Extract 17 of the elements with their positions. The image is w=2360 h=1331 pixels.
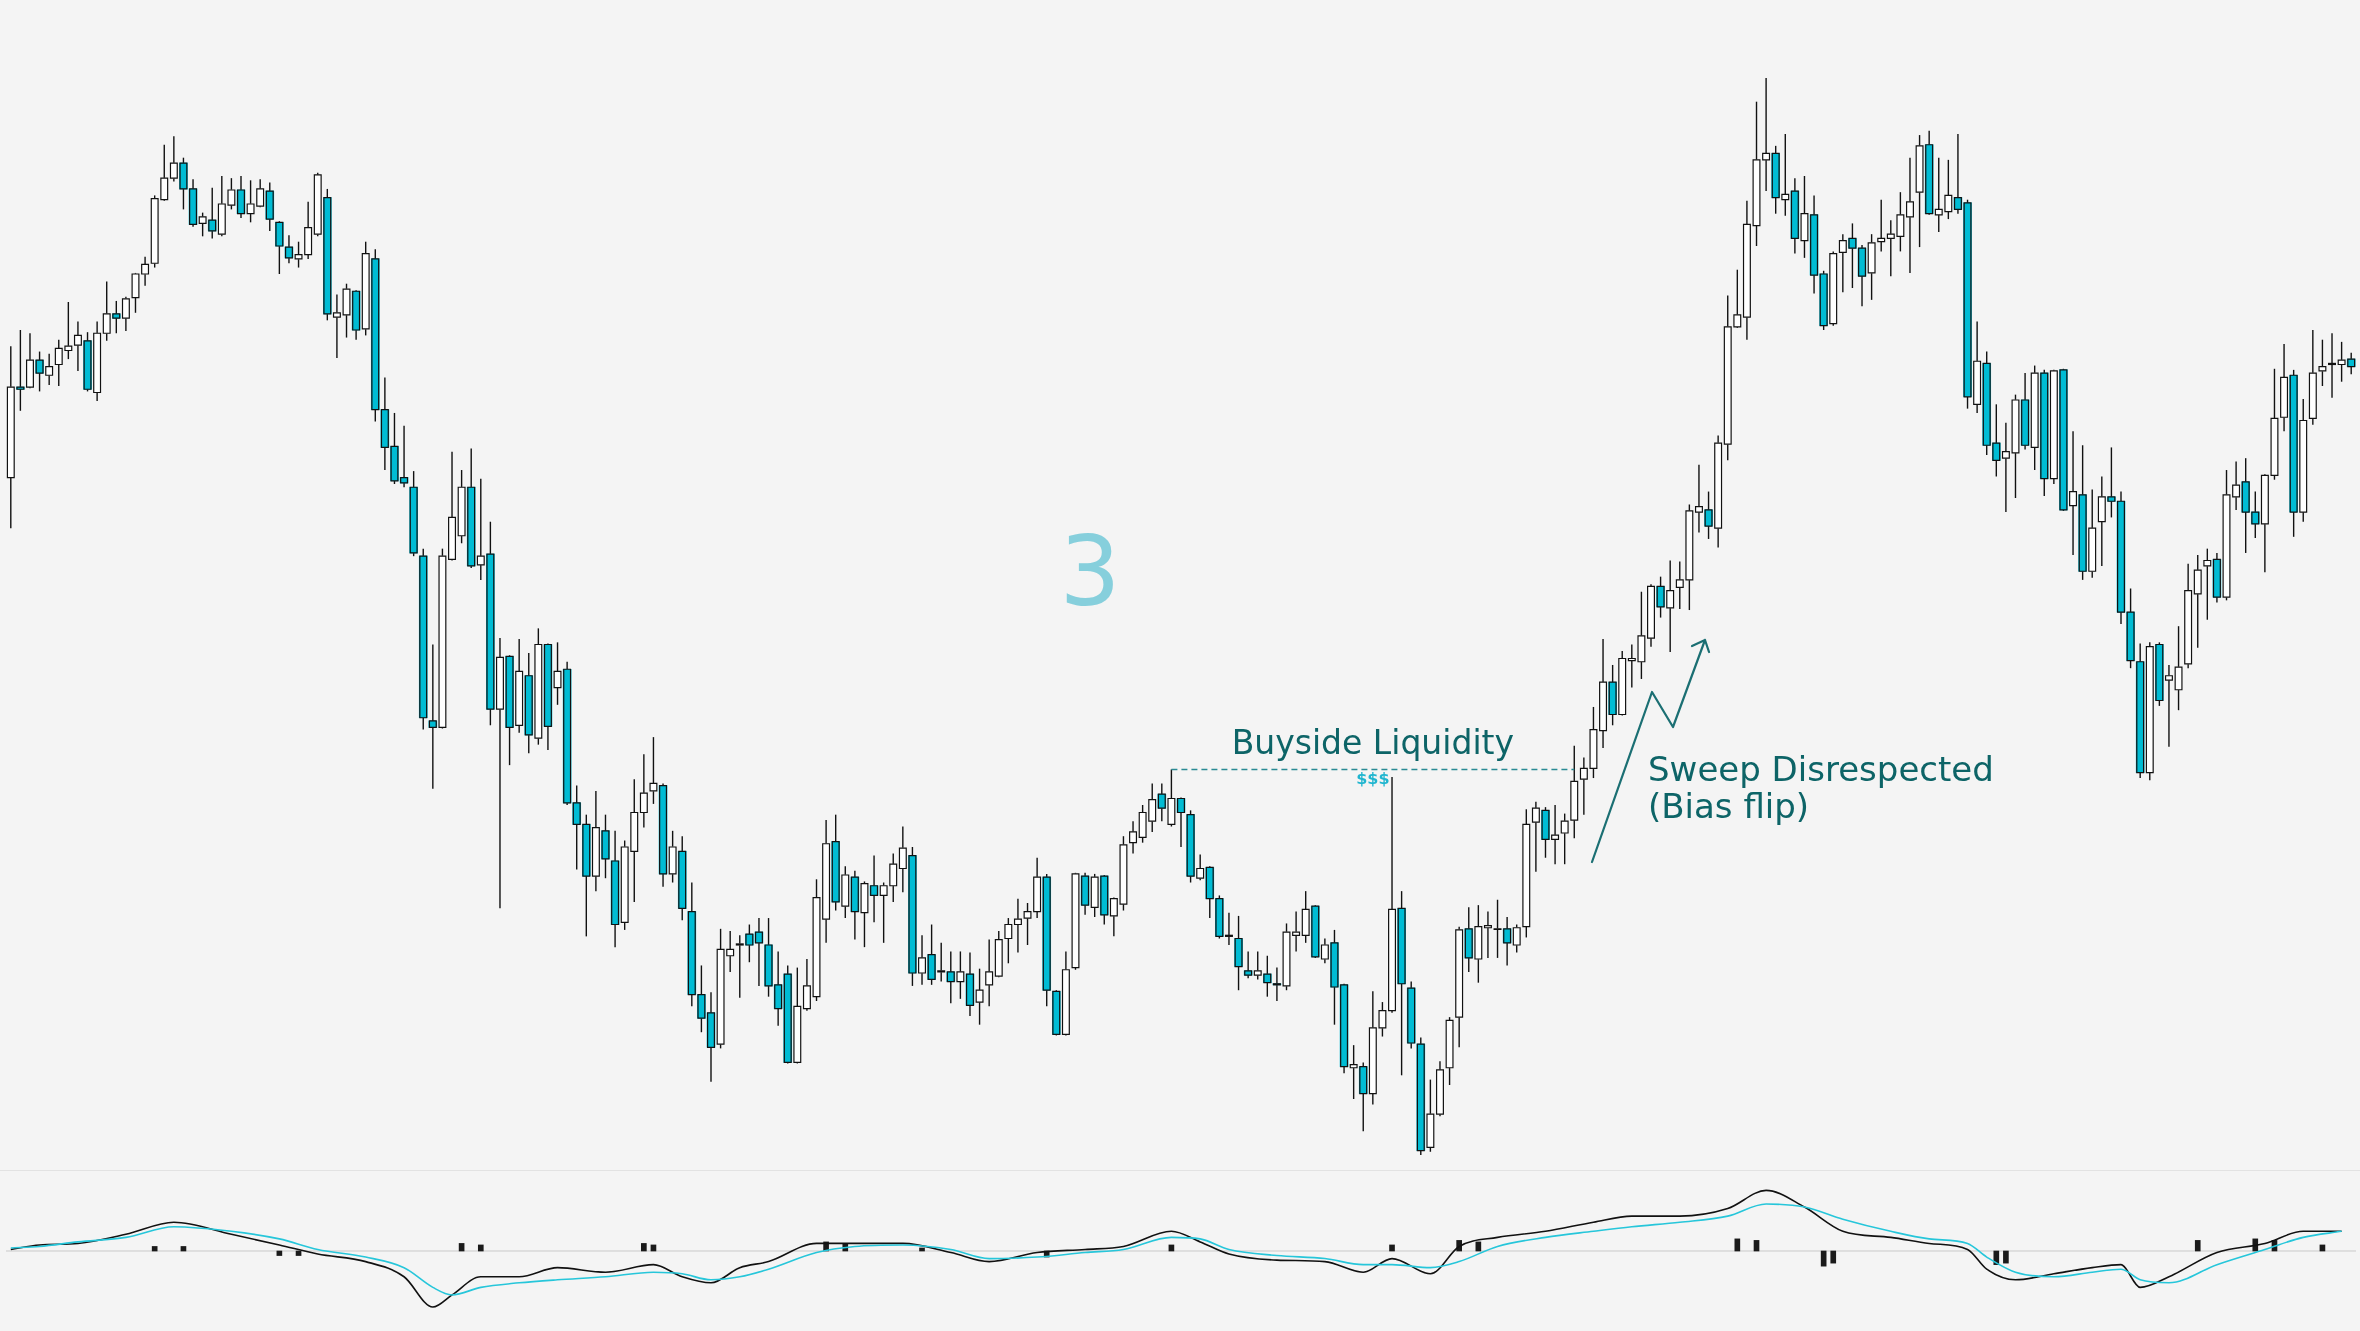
candlestick: [284, 234, 294, 264]
annotation: $$$: [1356, 768, 1390, 788]
bar: [1830, 1250, 1837, 1264]
bar: [2194, 1240, 2201, 1252]
candlestick: [917, 934, 927, 986]
ref-line-label: Buyside Liquidity: [1231, 722, 1515, 762]
bar: [1734, 1238, 1741, 1252]
bar: [641, 1243, 647, 1252]
bar: [1389, 1244, 1395, 1252]
bar: [2003, 1250, 2009, 1264]
annotation: 3: [1059, 515, 1121, 628]
bar: [477, 1244, 484, 1252]
candlestick: [121, 295, 131, 332]
bar: [151, 1246, 158, 1252]
candlestick: [2318, 339, 2327, 387]
annotation: Sweep Disrespected (Bias flip): [1648, 748, 1994, 826]
candlestick: [1243, 950, 1253, 980]
